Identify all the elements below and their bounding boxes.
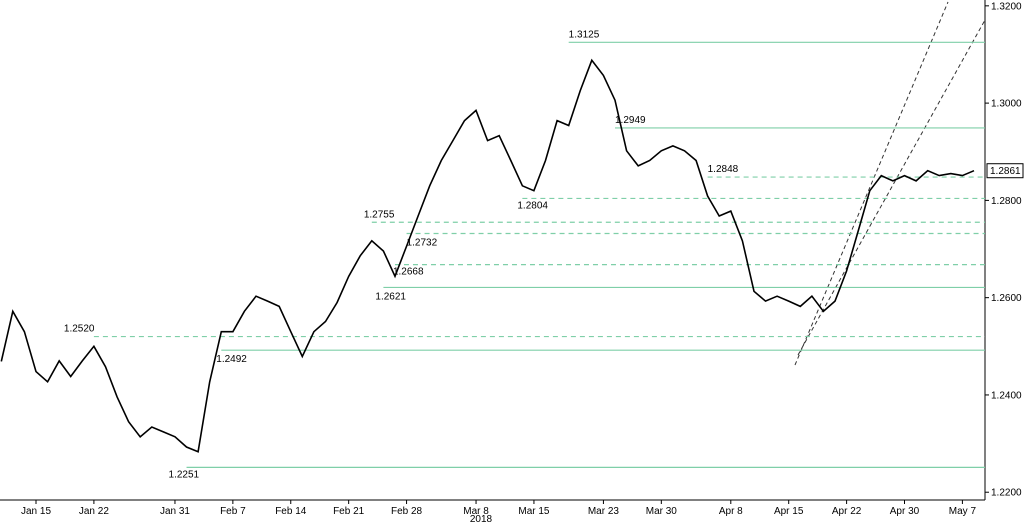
trend-line	[797, 19, 986, 356]
x-tick-label: Apr 22	[832, 506, 862, 517]
trend-line	[794, 1, 949, 366]
x-tick-label: Feb 14	[275, 506, 307, 517]
y-tick-label: 1.2800	[991, 196, 1022, 207]
level-label: 1.2492	[216, 354, 247, 365]
x-tick-label: Mar 23	[588, 506, 620, 517]
y-tick-label: 1.3000	[991, 99, 1022, 110]
x-tick-label: Jan 22	[79, 506, 109, 517]
x-tick-label: Mar 30	[646, 506, 678, 517]
level-label: 1.3125	[569, 29, 600, 40]
x-tick-label: Apr 8	[719, 506, 743, 517]
last-price-box	[986, 163, 1024, 179]
price-line	[0, 58, 975, 453]
x-tick-label: Mar 8	[463, 506, 489, 517]
y-tick-label: 1.2200	[991, 488, 1022, 499]
level-label: 1.2621	[375, 291, 406, 302]
x-tick-label: Jan 31	[160, 506, 190, 517]
x-tick-label: May 7	[949, 506, 977, 517]
level-label: 1.2804	[517, 200, 548, 211]
x-tick-label: Feb 7	[220, 506, 246, 517]
level-label: 1.2520	[64, 324, 95, 335]
year-label: 2018	[470, 514, 493, 525]
x-tick-label: Feb 21	[333, 506, 365, 517]
level-label: 1.2848	[708, 164, 739, 175]
x-tick-label: Mar 15	[518, 506, 550, 517]
y-tick-label: 1.3200	[991, 1, 1022, 12]
level-label: 1.2251	[169, 469, 200, 480]
last-price-label: 1.2861	[990, 166, 1021, 177]
level-label: 1.2949	[615, 115, 646, 126]
x-tick-label: Jan 15	[21, 506, 51, 517]
level-label: 1.2755	[364, 209, 395, 220]
x-tick-label: Apr 30	[890, 506, 920, 517]
y-tick-label: 1.2600	[991, 293, 1022, 304]
x-tick-label: Apr 15	[774, 506, 804, 517]
x-tick-label: Feb 28	[391, 506, 423, 517]
level-label: 1.2668	[393, 267, 424, 278]
level-label: 1.2732	[407, 237, 438, 248]
y-tick-label: 1.2400	[991, 390, 1022, 401]
